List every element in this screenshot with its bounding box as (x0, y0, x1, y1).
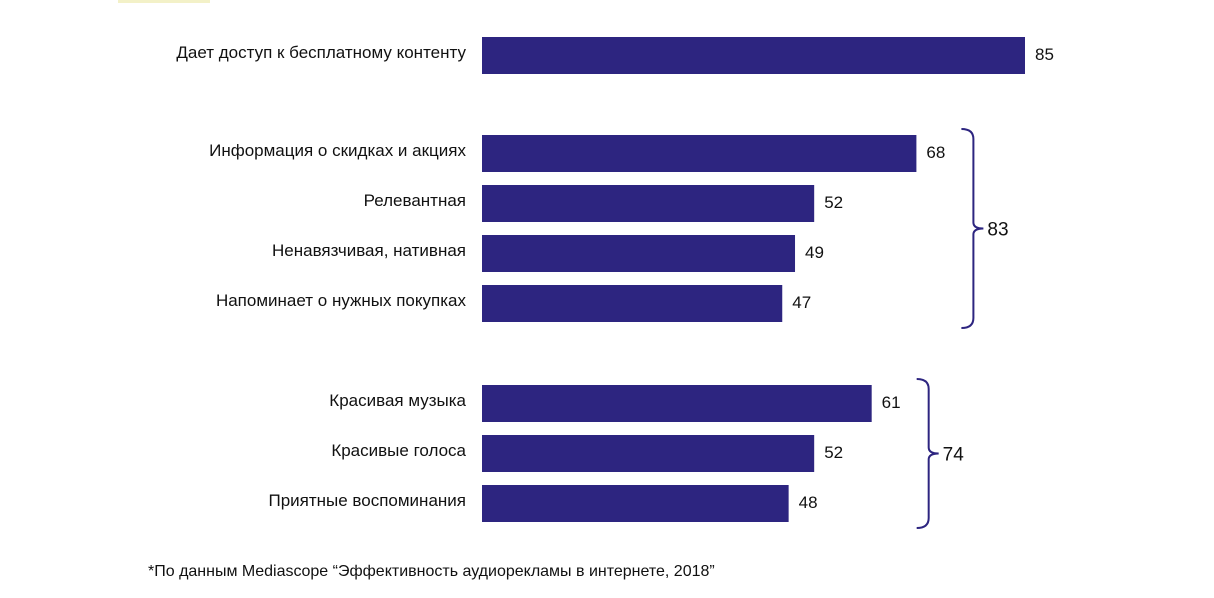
category-label: Ненавязчивая, нативная (272, 241, 466, 260)
bar (482, 235, 796, 272)
top-accent-mark (118, 0, 210, 3)
source-footnote: *По данным Mediascope “Эффективность ауд… (148, 563, 715, 580)
value-label: 52 (824, 193, 843, 212)
category-label: Дает доступ к бесплатному контенту (176, 43, 466, 62)
category-label: Красивые голоса (331, 441, 466, 460)
value-label: 49 (805, 243, 824, 262)
category-label: Релевантная (364, 191, 466, 210)
group-brace (916, 378, 939, 529)
value-label: 85 (1035, 45, 1054, 64)
bar (482, 135, 917, 172)
group-total-label: 74 (943, 445, 965, 466)
bar (482, 185, 815, 222)
group-total-label: 83 (987, 220, 1008, 241)
category-label: Приятные воспоминания (268, 491, 466, 510)
group-brace (961, 128, 984, 329)
value-label: 52 (824, 443, 843, 462)
value-label: 47 (792, 293, 811, 312)
category-label: Информация о скидках и акциях (209, 141, 466, 160)
bar (482, 435, 815, 472)
category-label: Напоминает о нужных покупках (216, 291, 467, 310)
bar (482, 37, 1025, 74)
value-label: 68 (926, 143, 945, 162)
bar (482, 485, 789, 522)
bar (482, 385, 872, 422)
value-label: 61 (882, 393, 901, 412)
category-label: Красивая музыка (329, 391, 466, 410)
value-label: 48 (799, 493, 818, 512)
bar (482, 285, 783, 322)
